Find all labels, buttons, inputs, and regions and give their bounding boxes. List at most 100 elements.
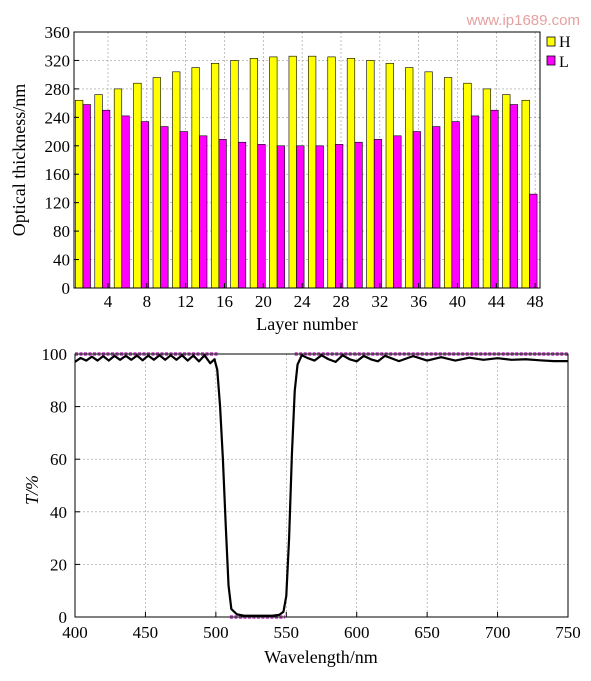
line-y-tick-label: 60 bbox=[50, 450, 67, 469]
bar-h bbox=[288, 55, 297, 289]
line-x-tick-label: 600 bbox=[344, 623, 370, 642]
bar-l bbox=[490, 109, 499, 289]
legend-swatch-h bbox=[546, 36, 556, 47]
bar-y-tick-label: 80 bbox=[53, 222, 70, 241]
bar-y-tick-label: 280 bbox=[45, 80, 71, 99]
bar-h bbox=[191, 67, 200, 289]
line-y-tick-label: 0 bbox=[59, 608, 68, 627]
bar-chart-y-axis-label: Optical thickness/nm bbox=[9, 84, 29, 236]
bar-x-tick-label: 48 bbox=[527, 292, 544, 311]
bar-x-tick-label: 16 bbox=[216, 292, 233, 311]
bar-l bbox=[218, 139, 227, 289]
bar-h bbox=[210, 62, 220, 289]
bar-l bbox=[354, 141, 363, 289]
bar-l bbox=[82, 104, 91, 289]
bar-l bbox=[373, 139, 383, 289]
bar-y-tick-label: 320 bbox=[45, 51, 71, 70]
bar-x-tick-label: 40 bbox=[449, 292, 466, 311]
bar-x-tick-label: 12 bbox=[177, 292, 194, 311]
bar-h bbox=[346, 58, 356, 289]
bar-l bbox=[335, 144, 344, 289]
bar-y-tick-label: 240 bbox=[45, 108, 71, 127]
bar-l bbox=[160, 126, 169, 289]
bar-l bbox=[529, 193, 538, 289]
line-chart-x-ticks: 400 450 500 550 600 650 700 750 bbox=[62, 612, 581, 642]
bar-x-tick-label: 20 bbox=[255, 292, 272, 311]
bar-x-tick-label: 4 bbox=[104, 292, 113, 311]
bar-chart-x-ticks: 4 8 12 16 20 24 28 32 36 40 44 48 bbox=[104, 283, 544, 311]
bar-l bbox=[102, 109, 111, 289]
line-chart-y-ticks: 0 20 40 60 80 100 bbox=[42, 345, 80, 627]
bar-l bbox=[470, 115, 480, 289]
line-x-tick-label: 500 bbox=[203, 623, 229, 642]
legend-label-l: L bbox=[559, 54, 569, 71]
line-x-tick-label: 750 bbox=[555, 623, 581, 642]
line-x-tick-label: 450 bbox=[133, 623, 159, 642]
bar-x-tick-label: 44 bbox=[488, 292, 506, 311]
bar-h bbox=[172, 71, 181, 289]
line-chart-x-axis-label: Wavelength/nm bbox=[264, 647, 378, 667]
bar-h bbox=[482, 88, 491, 289]
bar-l bbox=[140, 121, 150, 289]
bar-chart-frame bbox=[73, 31, 541, 289]
bar-y-tick-label: 120 bbox=[45, 194, 71, 213]
bar-h bbox=[152, 77, 161, 289]
watermark: www.ip1689.com bbox=[466, 12, 580, 29]
bar-l bbox=[121, 115, 130, 289]
bar-x-tick-label: 8 bbox=[143, 292, 152, 311]
line-y-tick-label: 40 bbox=[50, 503, 67, 522]
bar-y-tick-label: 160 bbox=[45, 165, 71, 184]
bar-l bbox=[296, 145, 305, 289]
bar-h bbox=[327, 56, 336, 289]
bar-h bbox=[269, 56, 278, 289]
legend-swatch-l bbox=[546, 55, 556, 66]
line-chart: 0 20 40 60 80 100 400 450 500 550 600 650 700 750 Wa… bbox=[22, 345, 581, 667]
bar-l bbox=[179, 131, 188, 289]
bar-h bbox=[443, 77, 453, 289]
bar-h bbox=[308, 55, 317, 289]
bar-chart-bars bbox=[75, 55, 538, 289]
bar-l bbox=[237, 141, 247, 289]
bar-h bbox=[366, 60, 375, 289]
transmittance-curve bbox=[74, 354, 568, 617]
bar-h bbox=[502, 94, 511, 289]
bar-l bbox=[199, 135, 208, 289]
bar-y-tick-label: 360 bbox=[45, 23, 71, 42]
bar-h bbox=[113, 88, 123, 289]
bar-h bbox=[385, 62, 394, 289]
bar-h bbox=[249, 58, 258, 289]
line-chart-frame bbox=[74, 353, 569, 618]
line-chart-grid bbox=[75, 354, 568, 617]
bar-h bbox=[521, 99, 530, 289]
bar-h bbox=[94, 94, 103, 289]
bar-h bbox=[463, 82, 472, 289]
line-chart-target-bands bbox=[75, 352, 568, 619]
bar-y-tick-label: 0 bbox=[62, 279, 71, 298]
bar-l bbox=[432, 126, 441, 289]
bar-h bbox=[405, 67, 414, 289]
bar-l bbox=[257, 144, 266, 289]
line-x-tick-label: 400 bbox=[62, 623, 88, 642]
line-x-tick-label: 650 bbox=[414, 623, 440, 642]
bar-l bbox=[393, 135, 402, 289]
bar-y-tick-label: 40 bbox=[53, 251, 70, 270]
bar-h bbox=[230, 60, 239, 289]
bar-x-tick-label: 28 bbox=[332, 292, 349, 311]
bar-l bbox=[276, 145, 285, 289]
line-y-tick-label: 100 bbox=[42, 345, 68, 364]
bar-x-tick-label: 24 bbox=[294, 292, 312, 311]
bar-l bbox=[412, 131, 421, 289]
line-x-tick-label: 550 bbox=[274, 623, 300, 642]
bar-l bbox=[315, 145, 324, 289]
bar-chart-y-ticks: 0 40 80 120 160 200 240 280 320 360 bbox=[45, 23, 79, 298]
bar-x-tick-label: 32 bbox=[371, 292, 388, 311]
bar-l bbox=[509, 104, 518, 289]
bar-chart-legend: H L bbox=[546, 34, 571, 71]
bar-x-tick-label: 36 bbox=[410, 292, 427, 311]
bar-l bbox=[451, 121, 460, 289]
bar-y-tick-label: 200 bbox=[45, 137, 71, 156]
line-chart-y-axis-label: T/% bbox=[22, 475, 42, 505]
legend-label-h: H bbox=[559, 34, 571, 51]
